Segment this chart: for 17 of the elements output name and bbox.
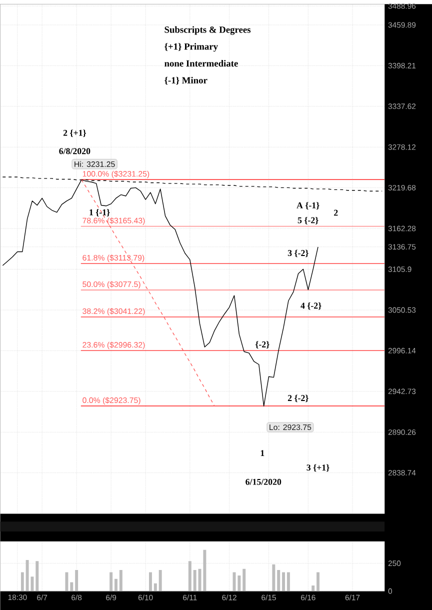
annotation: 2 {-2} [288, 394, 308, 402]
annotation: none Intermediate [164, 60, 238, 67]
annotation: 3 {-2} [288, 250, 308, 258]
annotation: 5 {-2} [298, 216, 318, 224]
annotation: A {-1} [296, 202, 320, 210]
annotation: 1 [260, 450, 264, 456]
annotation: 4 {-2} [300, 302, 322, 310]
annotation: {-2} [255, 341, 270, 349]
annotation: {+1} Primary [164, 43, 218, 52]
annotation: 6/8/2020 [59, 148, 90, 154]
annotation: 1 {-1} [90, 209, 110, 216]
annotation: 3 {+1} [306, 464, 330, 472]
annotation: 2 {+1} [63, 130, 86, 137]
annotation: Subscripts & Degrees [164, 26, 250, 35]
annotation: 2 [334, 210, 338, 216]
annotation: 6/15/2020 [246, 478, 281, 485]
annotation: {-1} Minor [164, 76, 208, 85]
